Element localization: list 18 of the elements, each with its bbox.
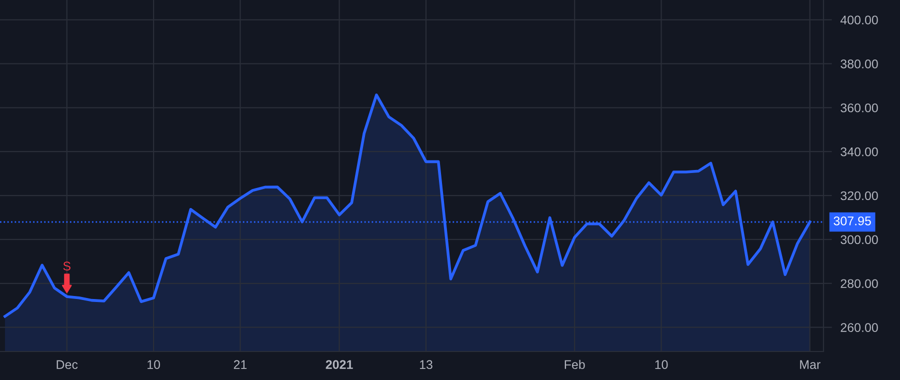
ref-line-label: 307.95 (834, 216, 871, 226)
y-tick-label: 360.00 (840, 103, 878, 112)
y-tick-label: 340.00 (840, 147, 878, 156)
y-tick-label: 260.00 (840, 323, 878, 332)
x-tick-label: 10 (148, 360, 160, 370)
x-tick-label: 10 (655, 360, 668, 370)
annotation: S (63, 262, 70, 270)
x-tick-label: Dec (56, 360, 78, 370)
y-tick-label: 300.00 (840, 235, 878, 244)
x-tick-label: 2021 (326, 360, 353, 370)
x-tick-label: Feb (564, 360, 585, 370)
y-tick-label: 400.00 (840, 16, 878, 24)
x-tick-label: 13 (420, 360, 432, 370)
x-tick-label: Mar (800, 360, 820, 370)
y-tick-label: 280.00 (840, 279, 878, 288)
x-tick-label: 21 (234, 360, 247, 369)
y-tick-label: 320.00 (840, 191, 878, 200)
y-tick-label: 380.00 (840, 60, 878, 68)
